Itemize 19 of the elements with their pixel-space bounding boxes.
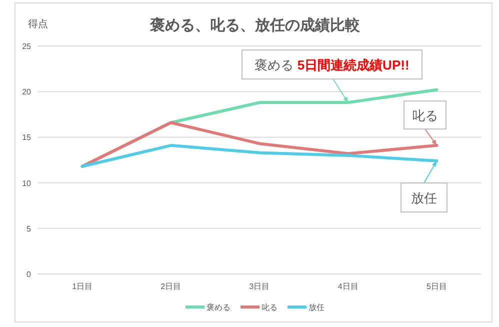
x-tick-label: 4日目 [338,282,358,291]
annotation: 叱る [412,108,438,123]
legend-label: 放任 [308,303,324,312]
x-tick-label: 5日目 [426,282,447,291]
y-tick-label: 10 [22,178,32,188]
y-axis-title: 得点 [28,18,48,30]
y-tick-label: 20 [22,88,32,97]
y-tick-label: 15 [22,133,32,142]
legend-label: 叱る [262,303,278,312]
annotation: 放任 [411,190,437,206]
chart-title: 褒める、叱る、放任の成績比較 [149,16,361,34]
y-tick-label: 5 [26,224,32,234]
x-tick-label: 2日目 [160,282,182,291]
y-tick-label: 25 [22,42,32,51]
x-tick-label: 3日目 [249,282,270,291]
legend-label: 褒める [206,303,230,312]
x-tick-label: 1日目 [72,282,93,291]
annotation: 褒める 5日間連続成績UP!! [254,58,410,72]
y-tick-label: 0 [26,270,32,279]
